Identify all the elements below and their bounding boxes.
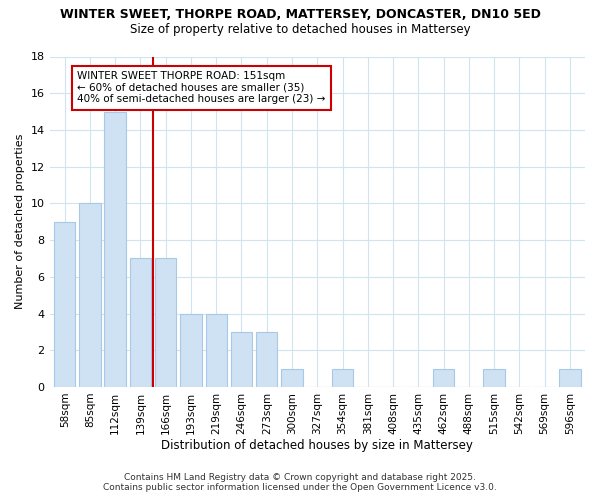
- Y-axis label: Number of detached properties: Number of detached properties: [15, 134, 25, 310]
- Text: WINTER SWEET THORPE ROAD: 151sqm
← 60% of detached houses are smaller (35)
40% o: WINTER SWEET THORPE ROAD: 151sqm ← 60% o…: [77, 71, 326, 104]
- Bar: [433, 368, 454, 387]
- Bar: [256, 332, 277, 387]
- Text: Contains HM Land Registry data © Crown copyright and database right 2025.
Contai: Contains HM Land Registry data © Crown c…: [103, 473, 497, 492]
- Bar: [104, 112, 126, 387]
- Bar: [231, 332, 252, 387]
- Text: WINTER SWEET, THORPE ROAD, MATTERSEY, DONCASTER, DN10 5ED: WINTER SWEET, THORPE ROAD, MATTERSEY, DO…: [59, 8, 541, 20]
- Bar: [332, 368, 353, 387]
- Bar: [79, 204, 101, 387]
- X-axis label: Distribution of detached houses by size in Mattersey: Distribution of detached houses by size …: [161, 440, 473, 452]
- Bar: [130, 258, 151, 387]
- Text: Size of property relative to detached houses in Mattersey: Size of property relative to detached ho…: [130, 22, 470, 36]
- Bar: [484, 368, 505, 387]
- Bar: [54, 222, 76, 387]
- Bar: [281, 368, 303, 387]
- Bar: [559, 368, 581, 387]
- Bar: [155, 258, 176, 387]
- Bar: [180, 314, 202, 387]
- Bar: [206, 314, 227, 387]
